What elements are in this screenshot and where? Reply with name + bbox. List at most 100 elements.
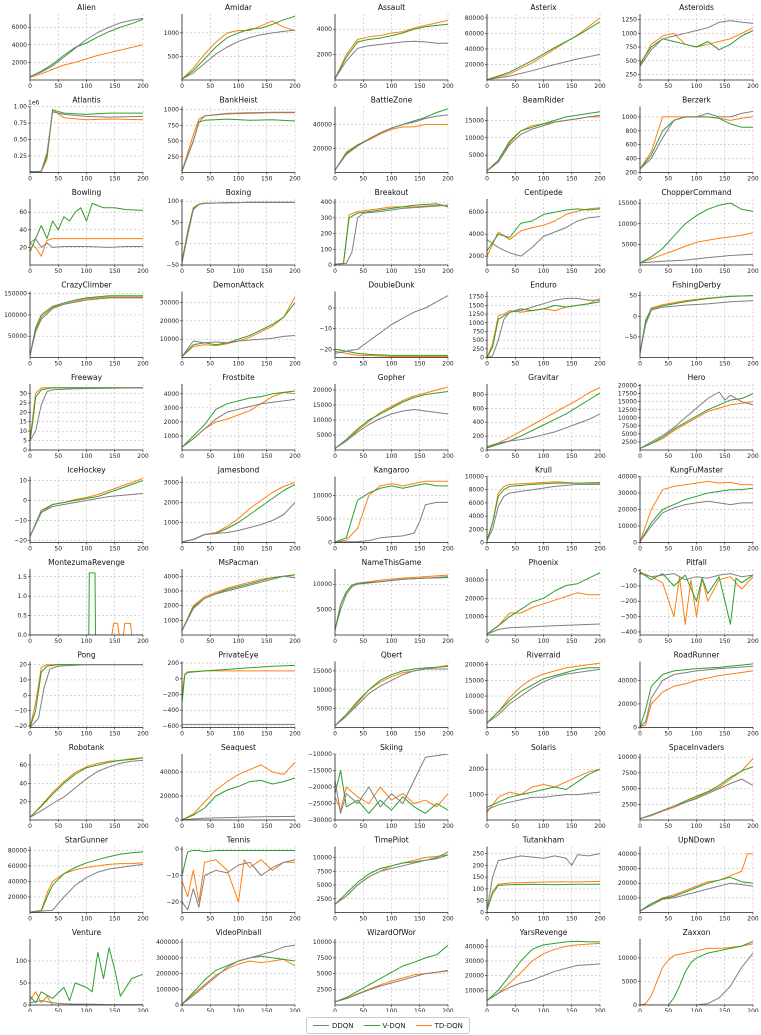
series-group <box>335 203 448 265</box>
x-tick-label: 0 <box>28 361 32 368</box>
y-tick-label: −400 <box>163 707 180 714</box>
x-tick-label: 150 <box>261 361 273 368</box>
series-line-td-dqn <box>335 19 448 79</box>
y-tick-label: 60 <box>19 209 27 216</box>
chart-title: Enduro <box>530 281 557 290</box>
x-tick-label: 50 <box>511 731 519 738</box>
x-tick-label: 200 <box>747 83 759 90</box>
x-tick-label: 100 <box>691 176 703 183</box>
chart-video-pinball: VideoPinball 0 50 100 150 200 0 100000 200000 300… <box>156 928 301 1012</box>
x-tick-label: 150 <box>719 916 731 923</box>
x-tick-label: 0 <box>333 638 337 645</box>
x-tick-label: 50 <box>664 268 672 275</box>
x-tick-label: 150 <box>261 268 273 275</box>
y-tick-label: 40000 <box>618 474 637 481</box>
chart-centipede: Centipede 0 50 100 150 200 2000 4000 6000 <box>469 188 606 275</box>
series-line-ddqn <box>487 297 600 358</box>
chart-phoenix: Phoenix 0 50 100 150 200 10000 20000 30000 <box>465 558 606 645</box>
series-line-td-dqn <box>640 943 753 1005</box>
y-tick-label: 2500 <box>622 439 637 446</box>
y-tick-label: −20 <box>14 723 27 730</box>
y-tick-label: 10000 <box>160 336 179 343</box>
x-tick-label: 0 <box>485 638 489 645</box>
series-line-ddqn <box>30 297 143 356</box>
x-tick-label: 0 <box>638 916 642 923</box>
y-tick-label: 10000 <box>313 855 332 862</box>
series-line-td-dqn <box>487 942 600 1002</box>
chart-title: Asteroids <box>679 3 714 12</box>
y-tick-label: 1250 <box>622 17 637 24</box>
series-line-v-dqn <box>182 664 295 703</box>
x-tick-label: 100 <box>233 83 245 90</box>
series-line-ddqn <box>30 387 143 441</box>
y-tick-label: −600 <box>163 723 180 730</box>
chart-title: BankHeist <box>219 96 257 105</box>
y-tick-label: 0 <box>328 305 332 312</box>
x-tick-label: 150 <box>414 453 426 460</box>
x-tick-label: 50 <box>54 453 62 460</box>
chart-demon-attack: DemonAttack 0 50 100 150 200 10000 20000 30000 <box>160 281 301 368</box>
series-group <box>30 478 143 537</box>
x-tick-label: 100 <box>81 638 93 645</box>
chart-title: Berzerk <box>682 96 711 105</box>
x-tick-label: 50 <box>206 731 214 738</box>
series-line-ddqn <box>182 335 295 357</box>
x-tick-label: 200 <box>442 268 454 275</box>
chart-title: Venture <box>72 928 102 937</box>
x-tick-label: 100 <box>386 546 398 553</box>
x-tick-label: 150 <box>261 638 273 645</box>
y-tick-label: −20000 <box>308 784 332 791</box>
series-line-ddqn <box>640 391 753 449</box>
series-group <box>640 295 753 354</box>
y-tick-label: 15000 <box>618 399 637 406</box>
x-tick-label: 50 <box>359 916 367 923</box>
x-tick-label: 200 <box>594 453 606 460</box>
y-tick-label: 5 <box>23 438 27 445</box>
x-tick-label: 200 <box>137 176 149 183</box>
series-line-v-dqn <box>30 851 143 913</box>
series-line-v-dqn <box>640 940 753 1005</box>
x-tick-label: 150 <box>109 361 121 368</box>
series-group <box>487 940 600 1002</box>
series-line-ddqn <box>182 575 295 631</box>
y-tick-label: 2000 <box>12 59 27 66</box>
series-line-ddqn <box>640 110 753 170</box>
y-tick-label: 20 <box>19 662 27 669</box>
x-tick-label: 50 <box>54 916 62 923</box>
chart-robotank: Robotank 0 50 100 150 200 20 40 60 <box>19 743 149 830</box>
chart-double-dunk: DoubleDunk 0 50 100 150 200 −20 −10 0 <box>319 281 454 368</box>
series-line-ddqn <box>182 29 295 80</box>
x-tick-label: 50 <box>359 83 367 90</box>
y-tick-label: 40000 <box>8 878 27 885</box>
series-line-td-dqn <box>30 44 143 78</box>
x-tick-label: 150 <box>719 546 731 553</box>
x-tick-label: 100 <box>81 823 93 830</box>
y-tick-label: −25000 <box>308 801 332 808</box>
x-tick-label: 0 <box>28 731 32 738</box>
y-tick-label: 5000 <box>317 882 332 889</box>
x-tick-label: 200 <box>137 83 149 90</box>
x-tick-label: 0 <box>180 731 184 738</box>
x-tick-label: 200 <box>289 731 301 738</box>
y-tick-label: 20000 <box>618 383 637 390</box>
y-tick-label: 50 <box>629 293 637 300</box>
y-tick-label: 20000 <box>465 973 484 980</box>
y-tick-label: 5000 <box>469 709 484 716</box>
x-tick-label: 150 <box>719 176 731 183</box>
y-tick-label: 0 <box>633 568 637 575</box>
series-group <box>182 390 295 448</box>
series-line-td-dqn <box>640 232 753 264</box>
series-group <box>30 295 143 356</box>
x-tick-label: 0 <box>28 546 32 553</box>
y-tick-label: 100000 <box>4 312 27 319</box>
chart-venture: Venture 0 50 100 150 200 0 50 100 <box>16 928 149 1012</box>
y-tick-label: 0 <box>480 447 484 454</box>
y-tick-label: 10000 <box>465 987 484 994</box>
y-tick-label: 300000 <box>156 955 179 962</box>
y-tick-label: 15000 <box>465 117 484 124</box>
x-tick-label: 100 <box>81 176 93 183</box>
x-tick-label: 50 <box>511 638 519 645</box>
series-line-td-dqn <box>335 786 448 811</box>
